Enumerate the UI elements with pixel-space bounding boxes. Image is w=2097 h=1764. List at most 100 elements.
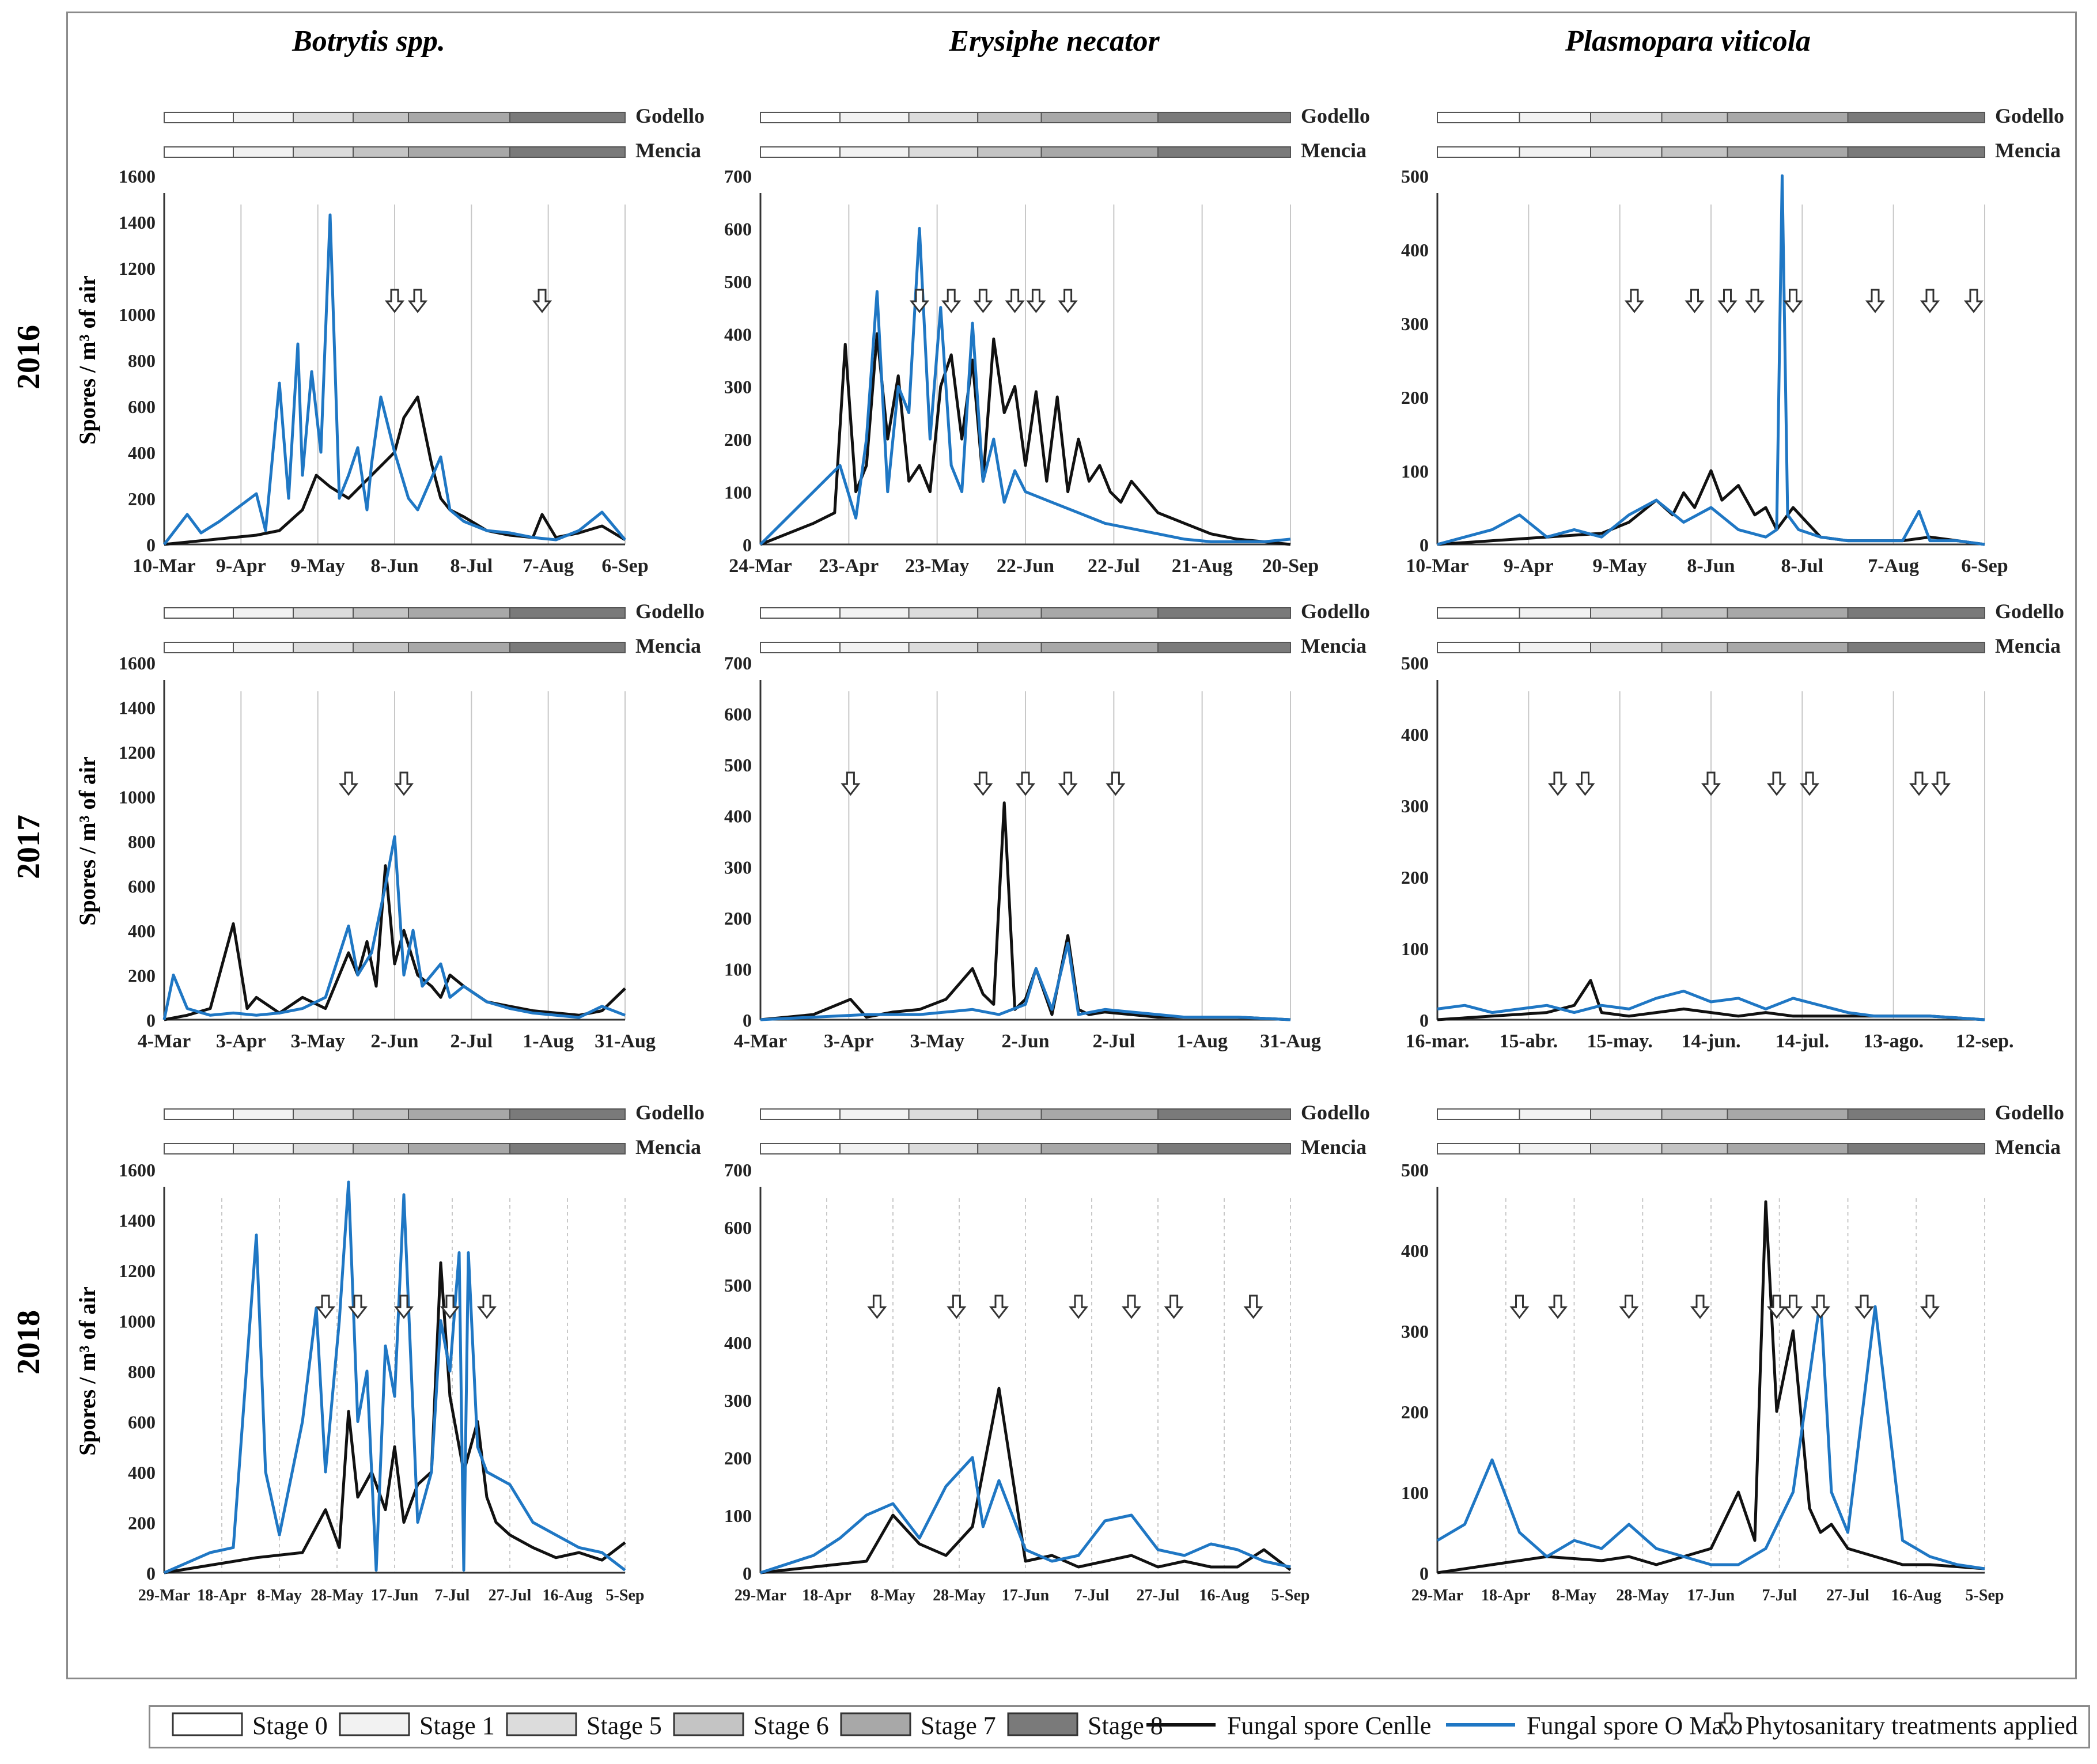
phenology-segment: [1847, 112, 1985, 123]
y-tick-label: 800: [128, 350, 156, 371]
down-arrow-icon: [1547, 1294, 1568, 1319]
phenology-segment: [1437, 607, 1520, 619]
treatment-arrow-shape: [1909, 771, 1929, 796]
phenology-segment: [839, 146, 910, 158]
x-tick-label: 13-ago.: [1863, 1031, 1924, 1052]
series-line-omato: [1437, 989, 1985, 1021]
legend-stage-swatch: [1007, 1712, 1078, 1736]
phenology-segment: [760, 146, 841, 158]
y-tick-label: 400: [1401, 724, 1429, 745]
treatment-arrow-shape: [1766, 771, 1787, 796]
x-tick-label: 17-Jun: [1687, 1587, 1735, 1604]
treatment-arrow-shape: [1810, 1294, 1831, 1319]
y-tick-label: 200: [1401, 387, 1429, 408]
phenology-segment: [760, 1108, 841, 1120]
down-arrow-icon: [1058, 771, 1078, 796]
down-arrow-icon: [989, 1294, 1009, 1319]
x-tick-label: 5-Sep: [1966, 1587, 2004, 1604]
treatment-arrow-shape: [947, 1294, 967, 1319]
treatment-arrow-shape: [1744, 289, 1765, 313]
phenology-segment: [839, 1108, 910, 1120]
treatment-arrow-shape: [1164, 1294, 1184, 1319]
x-tick-label: 1-Aug: [1176, 1031, 1228, 1052]
cultivar-label: Mencia: [635, 634, 701, 657]
treatment-arrow-shape: [1068, 1294, 1089, 1319]
x-tick-label: 24-Mar: [729, 555, 792, 577]
y-tick-label: 300: [724, 1390, 752, 1411]
down-arrow-icon: [1547, 771, 1568, 796]
x-tick-label: 9-May: [1592, 555, 1646, 577]
phenology-segment: [1590, 607, 1663, 619]
phenology-segment: [293, 607, 354, 619]
phenology-segment: [1847, 1108, 1985, 1120]
down-arrow-icon: [1685, 289, 1705, 313]
treatment-arrow-shape: [440, 1294, 460, 1319]
x-tick-label: 8-Jul: [1781, 555, 1823, 577]
x-tick-label: 29-Mar: [138, 1587, 190, 1604]
treatment-arrow-shape: [909, 289, 930, 313]
phenology-segment: [1590, 1108, 1663, 1120]
phenology-segment: [1727, 112, 1849, 123]
chart-panel: Godello Mencia Spores / m³ of air 29-Mar 18-…: [74, 1101, 705, 1604]
treatment-arrow-shape: [407, 289, 428, 313]
treatment-arrow-shape: [1717, 289, 1738, 313]
x-tick-label: 9-May: [290, 555, 345, 577]
phenology-segment: [1519, 112, 1591, 123]
phenology-segment: [1590, 146, 1663, 158]
x-tick-label: 8-May: [257, 1587, 302, 1604]
phenology-segment: [1847, 1143, 1985, 1154]
down-arrow-icon: [1164, 1294, 1184, 1319]
x-tick-label: 6-Sep: [1961, 555, 2008, 577]
phenology-segment: [233, 1143, 294, 1154]
down-arrow-icon: [973, 771, 993, 796]
phenology-segment: [164, 1108, 234, 1120]
down-arrow-icon: [1243, 1294, 1263, 1319]
phenology-segment: [1437, 1108, 1520, 1120]
series-line-omato: [162, 835, 626, 1020]
treatment-arrow-shape: [1920, 1294, 1940, 1319]
legend-stage-swatch: [506, 1712, 577, 1736]
x-tick-label: 17-Jun: [371, 1587, 419, 1604]
y-tick-label: 100: [1401, 938, 1429, 959]
y-tick-label: 0: [146, 1010, 156, 1031]
treatment-arrow-shape: [338, 771, 359, 796]
phenology-segment: [1040, 112, 1159, 123]
phenology-segment: [509, 642, 626, 653]
down-arrow-icon: [384, 289, 405, 313]
phenology-segment: [408, 1143, 510, 1154]
x-tick-label: 20-Sep: [1262, 555, 1319, 577]
x-tick-label: 7-Aug: [523, 555, 574, 577]
phenology-segment: [1590, 112, 1663, 123]
y-tick-label: 1000: [119, 1311, 156, 1332]
x-tick-label: 27-Jul: [1826, 1587, 1869, 1604]
treatment-arrow-shape: [941, 289, 962, 313]
y-tick-label: 200: [128, 966, 156, 986]
y-tick-label: 700: [724, 653, 752, 673]
down-arrow-icon: [1920, 1294, 1940, 1319]
series-line-cenlle: [164, 395, 626, 546]
phenology-segment: [908, 1143, 979, 1154]
cultivar-label: Godello: [1995, 1101, 2064, 1124]
y-tick-label: 400: [1401, 1240, 1429, 1261]
x-tick-label: 3-May: [910, 1031, 964, 1052]
down-arrow-icon: [1005, 289, 1025, 313]
down-arrow-icon: [1690, 1294, 1710, 1319]
y-tick-label: 400: [1401, 240, 1429, 260]
down-arrow-icon: [347, 1294, 368, 1319]
phenology-segment: [1157, 112, 1291, 123]
phenology-segment: [839, 642, 910, 653]
series-line-omato: [760, 941, 1291, 1021]
down-arrow-icon: [393, 771, 414, 796]
phenology-segment: [1040, 607, 1159, 619]
series-line-cenlle: [760, 1387, 1292, 1574]
treatment-arrow-shape: [973, 771, 993, 796]
phenology-segment: [293, 1143, 354, 1154]
x-tick-label: 5-Sep: [1271, 1587, 1310, 1604]
phenology-segment: [509, 146, 626, 158]
down-arrow-icon: [338, 771, 359, 796]
phenology-segment: [908, 642, 979, 653]
y-tick-label: 1200: [119, 742, 156, 763]
cultivar-label: Godello: [1995, 600, 2064, 623]
phenology-segment: [1661, 1108, 1728, 1120]
cultivar-label: Mencia: [635, 139, 701, 162]
